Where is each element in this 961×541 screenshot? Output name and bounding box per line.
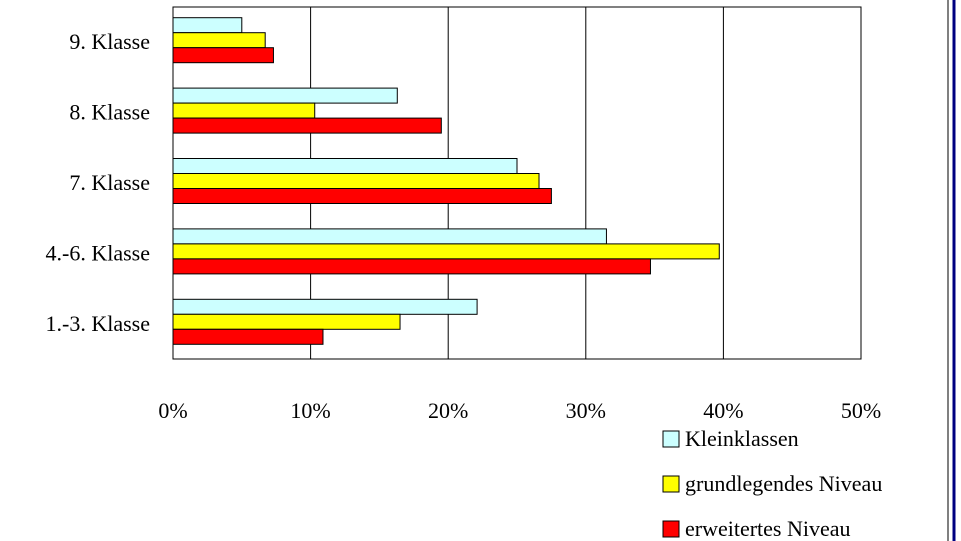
category-label: 4.-6. Klasse [46, 240, 150, 265]
legend-swatch [662, 520, 680, 538]
legend: Kleinklassen grundlegendes Niveau erweiter… [662, 426, 882, 541]
bar-3-0 [172, 228, 607, 245]
bar-4-0 [172, 298, 478, 315]
bar-1-2 [172, 117, 442, 134]
bar-1-0 [172, 87, 398, 104]
bar-3-2 [172, 258, 651, 275]
category-label: 7. Klasse [69, 170, 150, 195]
category-label: 8. Klasse [69, 100, 150, 125]
bar-4-1 [172, 313, 401, 330]
bar-3-1 [172, 243, 720, 260]
bar-1-1 [172, 102, 316, 119]
category-labels: 9. Klasse 8. Klasse 7. Klasse 4.-6. Klasse 1… [46, 29, 150, 336]
bar-2-0 [172, 158, 518, 174]
legend-label: grundlegendes Niveau [685, 471, 882, 496]
x-tick-label: 30% [566, 398, 606, 423]
x-tick-labels: 0% 10% 20% 30% 40% 50% [158, 398, 881, 423]
x-tick-label: 20% [428, 398, 468, 423]
bar-0-0 [172, 17, 243, 34]
legend-label: erweitertes Niveau [685, 516, 851, 541]
legend-label: Kleinklassen [685, 426, 799, 451]
category-label: 9. Klasse [69, 29, 150, 54]
x-tick-label: 40% [703, 398, 743, 423]
category-label: 1.-3. Klasse [46, 311, 150, 336]
bar-0-2 [172, 47, 274, 64]
bar-4-2 [172, 328, 324, 345]
bar-2-1 [172, 173, 540, 189]
legend-swatch [662, 475, 680, 493]
x-tick-label: 10% [290, 398, 330, 423]
bar-2-2 [172, 188, 552, 204]
x-tick-label: 50% [841, 398, 881, 423]
plot-border [172, 6, 862, 360]
x-tick-label: 0% [158, 398, 187, 423]
legend-swatch [662, 430, 680, 448]
bar-0-1 [172, 32, 266, 49]
